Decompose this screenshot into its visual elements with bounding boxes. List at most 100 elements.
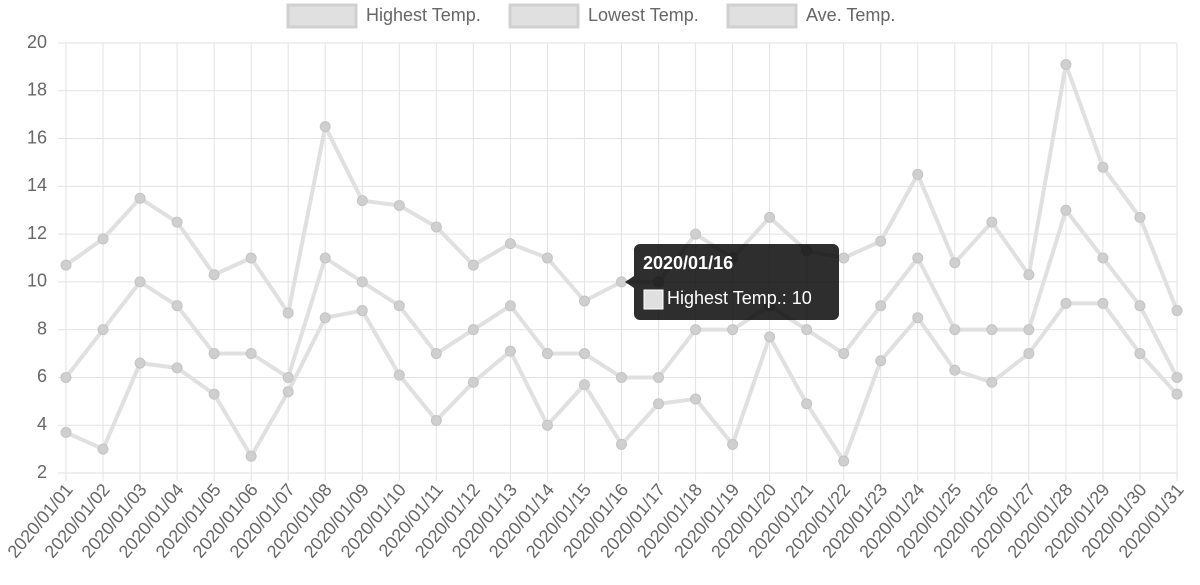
point <box>986 216 998 228</box>
point <box>208 269 220 281</box>
point <box>282 386 294 398</box>
legend: Highest Temp. Lowest Temp. Ave. Temp. <box>286 3 895 29</box>
point <box>97 324 109 336</box>
legend-swatch <box>286 3 358 29</box>
point <box>319 312 331 324</box>
point <box>838 455 850 467</box>
point <box>1097 161 1109 173</box>
y-tick-label: 6 <box>37 366 47 386</box>
point <box>616 276 627 288</box>
point <box>1060 297 1072 309</box>
point <box>541 348 553 360</box>
point <box>171 300 183 312</box>
point <box>504 300 516 312</box>
point <box>1060 204 1072 216</box>
point <box>60 426 72 438</box>
point <box>393 300 405 312</box>
point <box>467 324 479 336</box>
point <box>764 211 776 223</box>
point <box>578 379 590 391</box>
point <box>430 414 442 426</box>
point <box>1023 269 1035 281</box>
point <box>912 168 924 180</box>
y-tick-label: 4 <box>37 414 47 434</box>
point <box>838 252 850 264</box>
point <box>282 307 294 319</box>
y-tick-label: 14 <box>27 175 47 195</box>
tooltip-label: Highest Temp.: 10 <box>667 288 812 308</box>
point <box>282 371 294 383</box>
point <box>727 438 739 450</box>
point <box>1171 371 1183 383</box>
y-tick-label: 20 <box>27 32 47 52</box>
tooltip-title: 2020/01/16 <box>643 253 733 273</box>
point <box>430 221 442 233</box>
point <box>801 398 813 410</box>
point <box>1171 305 1183 317</box>
point <box>504 238 516 250</box>
point <box>60 259 72 271</box>
point <box>393 199 405 211</box>
point <box>986 376 998 388</box>
point <box>912 252 924 264</box>
point <box>1097 252 1109 264</box>
point <box>393 369 405 381</box>
legend-swatch <box>508 3 580 29</box>
point <box>60 371 72 383</box>
point <box>875 235 887 247</box>
point <box>97 443 109 455</box>
point <box>134 276 146 288</box>
point <box>727 324 739 336</box>
point <box>838 348 850 360</box>
y-tick-label: 12 <box>27 223 47 243</box>
point <box>1134 300 1146 312</box>
point <box>690 393 702 405</box>
tooltip-swatch <box>643 289 664 310</box>
point <box>134 357 146 369</box>
point <box>356 305 368 317</box>
y-tick-label: 18 <box>27 80 47 100</box>
point <box>467 259 479 271</box>
point <box>208 388 220 400</box>
legend-swatch <box>726 3 798 29</box>
point <box>764 331 776 343</box>
point <box>616 371 627 383</box>
point <box>1134 348 1146 360</box>
legend-label: Lowest Temp. <box>588 5 699 25</box>
point <box>1060 59 1072 70</box>
tooltip: 2020/01/16 Highest Temp.: 10 <box>625 244 839 320</box>
point <box>319 252 331 264</box>
point <box>801 324 813 336</box>
point <box>245 450 257 462</box>
y-tick-label: 8 <box>37 318 47 338</box>
point <box>986 324 998 336</box>
point <box>578 295 590 307</box>
point <box>949 257 961 269</box>
point <box>578 348 590 360</box>
point <box>912 312 924 324</box>
y-tick-label: 16 <box>27 127 47 147</box>
point <box>430 348 442 360</box>
point <box>1097 297 1109 309</box>
point <box>134 192 146 204</box>
point <box>208 348 220 360</box>
point <box>319 121 331 133</box>
y-tick-label: 2 <box>37 462 47 482</box>
point <box>949 364 961 376</box>
point <box>504 345 516 357</box>
point <box>616 438 627 450</box>
point <box>875 300 887 312</box>
point <box>875 355 887 367</box>
point <box>1171 388 1183 400</box>
point <box>245 252 257 264</box>
point <box>1023 324 1035 336</box>
point <box>171 216 183 228</box>
point <box>949 324 961 336</box>
point <box>541 419 553 431</box>
legend-label: Ave. Temp. <box>806 5 895 25</box>
y-tick-label: 10 <box>27 271 47 291</box>
point <box>1023 348 1035 360</box>
tooltip-box <box>625 244 839 320</box>
point <box>541 252 553 264</box>
